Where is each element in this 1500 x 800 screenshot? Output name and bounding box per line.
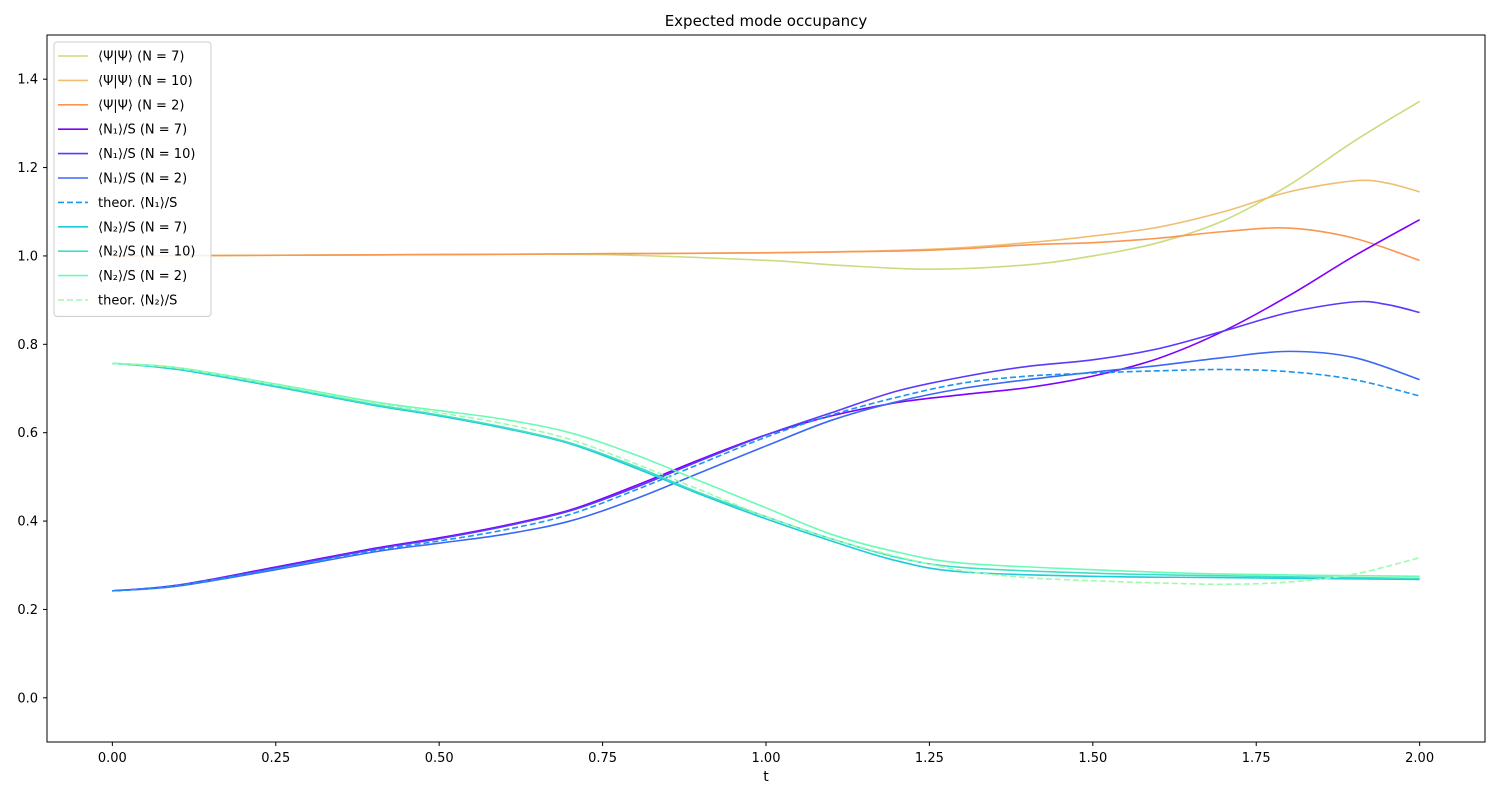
- y-tick-label: 1.2: [17, 161, 38, 176]
- y-tick-label: 0.2: [17, 603, 38, 618]
- series-line-3: [112, 219, 1421, 592]
- series-line-1: [112, 179, 1420, 257]
- x-tick-label: 0.50: [425, 751, 454, 766]
- x-tick-label: 0.00: [98, 751, 127, 766]
- y-axis-ticks: 0.0 0.2 0.4 0.6 0.8 1.0 1.2 1.4: [17, 73, 47, 706]
- x-tick-label: 1.75: [1242, 751, 1271, 766]
- legend-label: ⟨N₁⟩/S (N = 2): [98, 172, 187, 187]
- x-tick-label: 0.25: [261, 751, 290, 766]
- legend-label: theor. ⟨N₂⟩/S: [98, 294, 177, 309]
- y-tick-label: 1.0: [17, 249, 38, 264]
- y-tick-label: 1.4: [17, 73, 38, 88]
- legend-label: ⟨N₂⟩/S (N = 7): [98, 220, 187, 235]
- y-tick-label: 0.8: [17, 338, 38, 353]
- series-line-9: [112, 362, 1420, 578]
- legend-label: ⟨Ψ|Ψ⟩ (N = 10): [98, 74, 193, 89]
- x-tick-label: 1.50: [1078, 751, 1107, 766]
- x-axis-label: t: [763, 769, 769, 785]
- series-line-2: [112, 227, 1420, 262]
- series-line-10: [112, 362, 1420, 586]
- x-axis-ticks: 0.00 0.25 0.50 0.75 1.00 1.25 1.50 1.75 2.00: [98, 742, 1434, 766]
- x-tick-label: 1.25: [915, 751, 944, 766]
- x-tick-label: 2.00: [1405, 751, 1434, 766]
- legend-label: ⟨N₁⟩/S (N = 10): [98, 147, 195, 162]
- plot-frame: [46, 34, 1486, 743]
- series-line-8: [112, 362, 1420, 580]
- x-tick-label: 0.75: [588, 751, 617, 766]
- legend-label: ⟨Ψ|Ψ⟩ (N = 2): [98, 98, 184, 113]
- series-line-6: [112, 368, 1420, 592]
- series-line-7: [112, 362, 1420, 581]
- legend-box: [53, 41, 212, 317]
- x-tick-label: 1.00: [752, 751, 781, 766]
- legend-label: theor. ⟨N₁⟩/S: [98, 196, 177, 211]
- series-line-5: [112, 350, 1420, 592]
- series-layer: [112, 100, 1421, 592]
- y-tick-label: 0.6: [17, 426, 38, 441]
- series-line-4: [112, 300, 1420, 592]
- chart-title: Expected mode occupancy: [665, 12, 868, 30]
- y-tick-label: 0.4: [17, 515, 38, 530]
- legend-label: ⟨N₁⟩/S (N = 7): [98, 123, 187, 138]
- legend: ⟨Ψ|Ψ⟩ (N = 7) ⟨Ψ|Ψ⟩ (N = 10) ⟨Ψ|Ψ⟩ (N = 2)…: [53, 41, 212, 317]
- legend-label: ⟨N₂⟩/S (N = 10): [98, 245, 195, 260]
- legend-label: ⟨N₂⟩/S (N = 2): [98, 269, 187, 284]
- y-tick-label: 0.0: [17, 691, 38, 706]
- legend-label: ⟨Ψ|Ψ⟩ (N = 7): [98, 50, 184, 65]
- series-line-0: [112, 100, 1421, 270]
